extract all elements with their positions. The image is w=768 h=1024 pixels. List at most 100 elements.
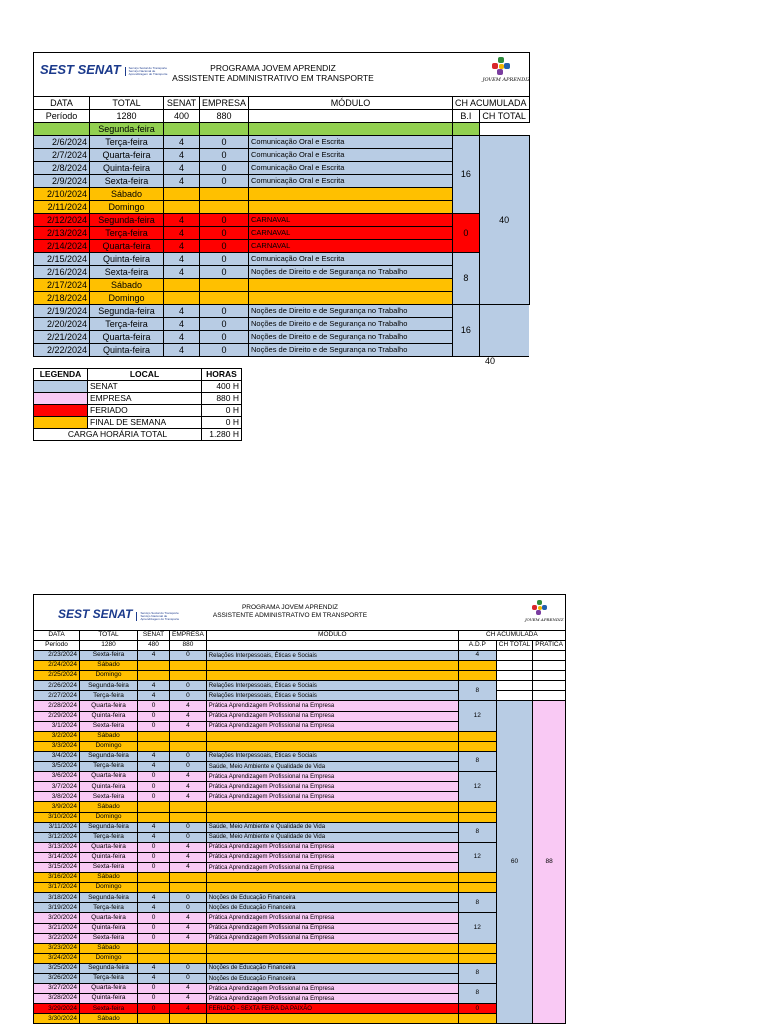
row-empresa-hours: 0 <box>198 174 250 188</box>
row-modulo: CARNAVAL <box>248 239 454 253</box>
row-modulo: CARNAVAL <box>248 213 454 227</box>
table-row: 2/11/2024 Domingo <box>33 200 530 214</box>
row-modulo <box>205 952 459 964</box>
row-modulo: Noções de Educação Financeira <box>205 972 459 985</box>
row-modulo <box>248 200 454 214</box>
row-modulo: Comunicação Oral e Escrita <box>248 252 454 266</box>
schedule-table-2: SEST SENAT Serviço Social do Transporte Se… <box>33 594 566 1024</box>
col-data-header: DATA <box>33 96 90 110</box>
row-senat-hours <box>137 801 170 813</box>
table-row: 3/18/2024 Segunda-feira 4 0 Noções de Educaç… <box>33 892 566 914</box>
row-date: 2/29/2024 <box>33 710 80 722</box>
row-senat-hours: 4 <box>137 690 170 702</box>
row-senat-hours: 0 <box>137 791 170 803</box>
row-day: Sexta-feira <box>79 649 138 662</box>
col-senat-header-2: SENAT <box>137 630 170 641</box>
pratica-empty <box>532 660 566 672</box>
row-empresa-hours: 4 <box>169 922 207 934</box>
row-date: 3/25/2024 <box>33 962 80 975</box>
row-date: 2/18/2024 <box>33 291 90 305</box>
row-modulo: Prática Aprendizagem Profissional na Emp… <box>205 912 459 924</box>
row-day: Sábado <box>89 187 164 201</box>
row-day: Quarta-feira <box>79 912 138 924</box>
row-senat-hours: 4 <box>163 330 200 344</box>
program-title-2: PROGRAMA JOVEM APRENDIZ <box>241 604 339 611</box>
row-date: 3/20/2024 <box>33 912 80 924</box>
table-row: 2/15/2024 Quinta-feira 4 0 Comunicação Oral … <box>33 252 530 305</box>
row-date: 3/17/2024 <box>33 882 80 894</box>
row-date: 2/13/2024 <box>33 226 90 240</box>
table-row: 2/21/2024 Quarta-feira 4 0 Noções de Direito… <box>33 330 530 344</box>
row-day: Quinta-feira <box>79 710 138 722</box>
table-row: 2/13/2024 Terça-feira 4 0 CARNAVAL <box>33 226 530 240</box>
table-row: 2/12/2024 Segunda-feira 4 0 CARNAVAL 0 <box>33 213 530 253</box>
row-date: 3/24/2024 <box>33 952 80 964</box>
row-modulo: Comunicação Oral e Escrita <box>248 135 454 149</box>
row-day: Quarta-feira <box>79 700 138 712</box>
row-empresa-hours: 0 <box>169 831 207 843</box>
local-header: LOCAL <box>87 368 202 381</box>
row-modulo: Relações Interpessoais, Éticas e Sociais <box>205 649 459 662</box>
col-total-header-2: TOTAL <box>79 630 138 641</box>
col-senat-header: SENAT <box>163 96 200 110</box>
row-empresa-hours: 0 <box>169 821 207 833</box>
col-empresa-header-2: EMPRESA <box>169 630 207 641</box>
row-senat-hours: 0 <box>137 993 170 1005</box>
adp-value: 8 <box>457 983 497 1005</box>
row-modulo: Noções de Educação Financeira <box>205 892 459 904</box>
table-row: 2/19/2024 Segunda-feira 4 0 Noções de Direit… <box>33 304 530 357</box>
ch-total-empty <box>495 680 534 692</box>
row-day: Quarta-feira <box>79 771 138 783</box>
row-empresa-hours: 0 <box>198 226 250 240</box>
row-day: Quarta-feira <box>89 148 164 162</box>
row-empresa-hours <box>169 660 207 672</box>
row-senat-hours: 4 <box>137 962 170 975</box>
row-date: 3/18/2024 <box>33 892 80 904</box>
row-day: Terça-feira <box>79 761 138 773</box>
row-day: Quarta-feira <box>79 841 138 853</box>
puzzle-icon-2 <box>532 600 548 615</box>
row-senat-hours: 4 <box>137 750 170 763</box>
row-empresa-hours: 0 <box>169 761 207 773</box>
row-empresa-hours: 0 <box>169 690 207 702</box>
row-date: 2/28/2024 <box>33 700 80 712</box>
table-row: 3/17/2024 Domingo <box>33 882 566 894</box>
row-date: 3/16/2024 <box>33 872 80 884</box>
row-date: 3/6/2024 <box>33 771 80 783</box>
row-empresa-hours: 4 <box>169 993 207 1005</box>
row-day: Sábado <box>79 730 138 742</box>
row-senat-hours <box>137 1013 170 1024</box>
legend-row: FINAL DE SEMANA 0 H <box>33 416 242 429</box>
table-row: 3/25/2024 Segunda-feira 4 0 Noções de Educaç… <box>33 962 566 985</box>
row-modulo <box>205 942 459 954</box>
row-senat-hours: 4 <box>137 821 170 833</box>
row-date: 2/23/2024 <box>33 649 80 662</box>
row-senat-hours <box>137 942 170 954</box>
col-modulo-header: MÓDULO <box>248 96 454 110</box>
row-date: 2/10/2024 <box>33 187 90 201</box>
legend-swatch <box>33 404 88 417</box>
legend-horas: 0 H <box>201 404 242 417</box>
row-modulo: Noções de Educação Financeira <box>205 902 459 914</box>
row-senat-hours: 0 <box>137 1003 170 1015</box>
adp-empty <box>457 882 497 894</box>
bi-value: 16 <box>452 304 480 357</box>
table-row: 2/8/2024 Quinta-feira 4 0 Comunicação Oral e… <box>33 161 530 175</box>
row-date: 3/2/2024 <box>33 730 80 742</box>
row-empresa-hours: 4 <box>169 841 207 853</box>
row-empresa-hours: 4 <box>169 771 207 783</box>
row-senat-hours: 4 <box>137 892 170 904</box>
row-day: Terça-feira <box>89 317 164 331</box>
table-row: 3/30/2024 Sábado <box>33 1013 566 1024</box>
row-empresa-hours <box>169 740 207 752</box>
row-modulo: Prática Aprendizagem Profissional na Emp… <box>205 993 459 1005</box>
row-date: 3/1/2024 <box>33 720 80 732</box>
row-empresa-hours: 4 <box>169 861 207 874</box>
adp-value: 12 <box>457 771 497 803</box>
row-date: 2/21/2024 <box>33 330 90 344</box>
row-empresa-hours: 0 <box>198 265 250 279</box>
table-row: 3/29/2024 Sexta-feira 0 4 FERIADO - SEXTA FE… <box>33 1003 566 1015</box>
row-senat-hours <box>163 291 200 305</box>
col-ch-acumulada-header: CH ACUMULADA <box>452 96 530 110</box>
adp-empty <box>457 872 497 884</box>
